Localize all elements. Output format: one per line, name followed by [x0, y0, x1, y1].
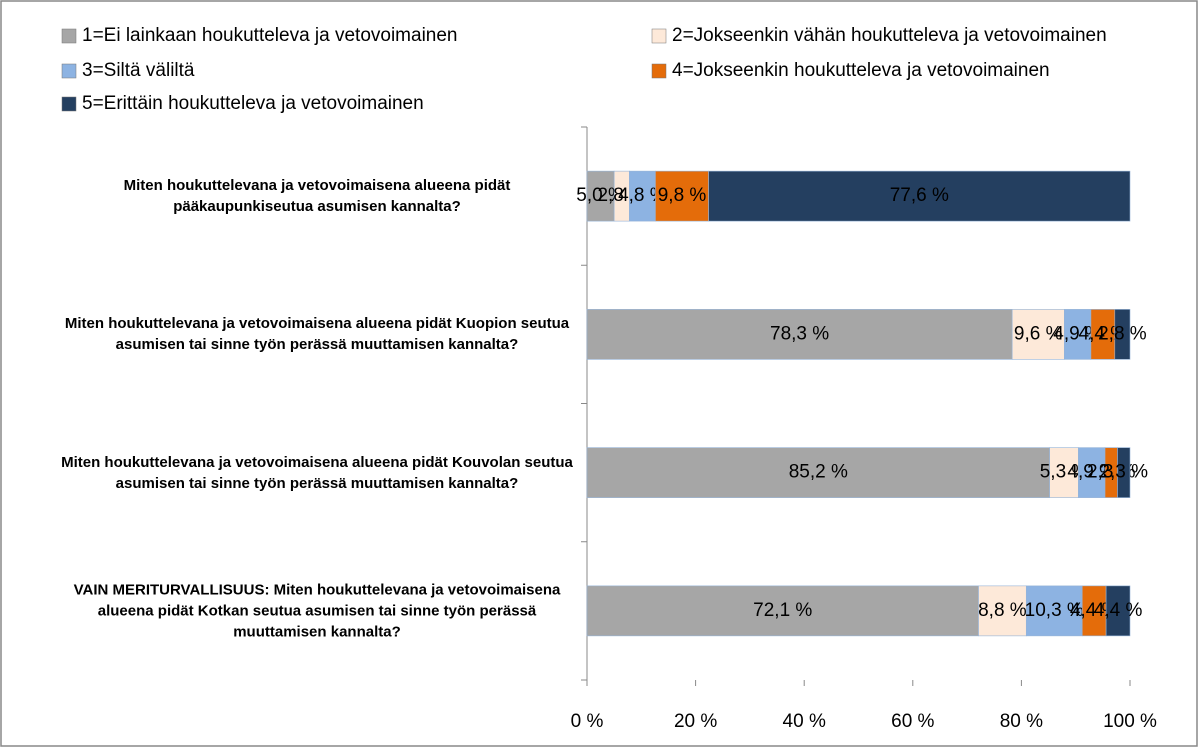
- legend-label: 4=Jokseenkin houkutteleva ja vetovoimain…: [672, 60, 1050, 81]
- value-label: 85,2 %: [789, 462, 848, 483]
- category-label: Miten houkuttelevana ja vetovoimaisena a…: [61, 453, 573, 492]
- value-label: 10,3 %: [1025, 600, 1084, 621]
- bar-segment: [586, 585, 979, 637]
- x-tick-label: 0 %: [571, 711, 604, 732]
- value-label: 9,8 %: [658, 185, 707, 206]
- value-label: 8,8 %: [978, 600, 1027, 621]
- x-tick-label: 80 %: [1000, 711, 1043, 732]
- category-label: Miten houkuttelevana ja vetovoimaisena a…: [64, 315, 570, 354]
- bar-segment: [708, 170, 1131, 222]
- value-label: 4,9 %: [1053, 323, 1102, 344]
- x-tick-label: 20 %: [674, 711, 717, 732]
- bar-segment: [1114, 309, 1131, 360]
- legend-label: 3=Siltä väliltä: [82, 60, 195, 81]
- legend-swatch: [61, 28, 77, 44]
- legend-swatch: [61, 96, 77, 112]
- legend-swatch: [61, 63, 77, 79]
- value-label: 5,3 %: [1040, 462, 1089, 483]
- legend-swatch: [651, 28, 667, 44]
- x-tick-label: 60 %: [891, 711, 934, 732]
- bar-segment: [978, 585, 1027, 637]
- bar-segment: [629, 170, 656, 222]
- value-label: 5,0 %: [576, 185, 625, 206]
- bar-segment: [655, 170, 709, 222]
- category-label: VAIN MERITURVALLISUUS: Miten houkuttelev…: [73, 581, 561, 641]
- legend-label: 5=Erittäin houkutteleva ja vetovoimainen: [82, 93, 424, 114]
- value-label: 2,3 %: [1099, 462, 1148, 483]
- bar-segment: [1117, 447, 1131, 498]
- legend-label: 1=Ei lainkaan houkutteleva ja vetovoimai…: [82, 25, 458, 46]
- bar-segment: [586, 170, 615, 222]
- category-label: Miten houkuttelevana ja vetovoimaisena a…: [123, 177, 511, 216]
- bar-segment: [1011, 309, 1065, 360]
- bar-segment: [1105, 585, 1131, 637]
- value-label: 4,8 %: [618, 185, 667, 206]
- value-label: 2,8 %: [1098, 323, 1147, 344]
- value-label: 78,3 %: [770, 323, 829, 344]
- value-label: 9,6 %: [1014, 323, 1063, 344]
- value-label: 72,1 %: [753, 600, 812, 621]
- x-tick-label: 40 %: [783, 711, 826, 732]
- legend-label: 2=Jokseenkin vähän houkutteleva ja vetov…: [672, 25, 1107, 46]
- x-tick-label: 100 %: [1103, 711, 1157, 732]
- bar-segment: [1025, 585, 1083, 637]
- bar-segment: [586, 309, 1013, 360]
- value-label: 4,4 %: [1094, 600, 1143, 621]
- bar-segment: [586, 447, 1050, 498]
- bar-segment: [1078, 447, 1106, 498]
- bar-segment: [1049, 447, 1079, 498]
- value-label: 77,6 %: [890, 185, 949, 206]
- value-label: 4,9 %: [1067, 462, 1116, 483]
- legend-swatch: [651, 63, 667, 79]
- bar-segment: [1063, 309, 1092, 360]
